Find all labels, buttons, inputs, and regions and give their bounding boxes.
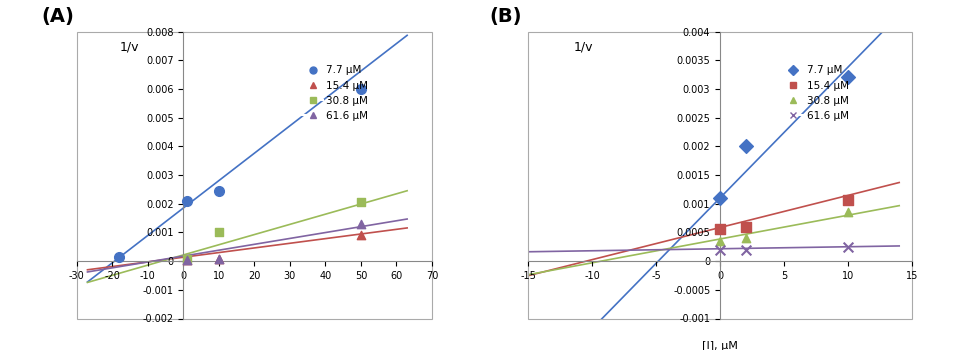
Point — [840, 210, 855, 215]
Point — [738, 224, 754, 230]
Point — [180, 257, 195, 263]
Text: 1/v: 1/v — [119, 40, 139, 53]
Point — [738, 247, 754, 252]
Point — [211, 188, 227, 194]
Bar — [77, 32, 432, 318]
Bar — [528, 32, 912, 318]
Legend: 7.7 μM, 15.4 μM, 30.8 μM, 61.6 μM: 7.7 μM, 15.4 μM, 30.8 μM, 61.6 μM — [782, 65, 849, 121]
Point — [353, 232, 369, 238]
Legend: 7.7 μM, 15.4 μM, 30.8 μM, 61.6 μM: 7.7 μM, 15.4 μM, 30.8 μM, 61.6 μM — [302, 65, 369, 121]
Text: (A): (A) — [41, 7, 74, 26]
Text: [I], μM: [I], μM — [702, 342, 738, 350]
Point — [712, 195, 728, 201]
Point — [353, 86, 369, 92]
Point — [180, 198, 195, 204]
Point — [840, 197, 855, 203]
Point — [840, 75, 855, 80]
Point — [111, 254, 127, 260]
Point — [712, 226, 728, 232]
Point — [712, 238, 728, 244]
Text: 1/v: 1/v — [574, 40, 593, 53]
Point — [211, 256, 227, 261]
Point — [353, 199, 369, 205]
Point — [180, 257, 195, 263]
Point — [738, 235, 754, 241]
Point — [840, 245, 855, 250]
Point — [211, 230, 227, 235]
Point — [712, 247, 728, 252]
Point — [180, 256, 195, 261]
Text: (B): (B) — [490, 7, 522, 26]
Point — [738, 144, 754, 149]
Point — [353, 221, 369, 226]
Point — [211, 256, 227, 261]
